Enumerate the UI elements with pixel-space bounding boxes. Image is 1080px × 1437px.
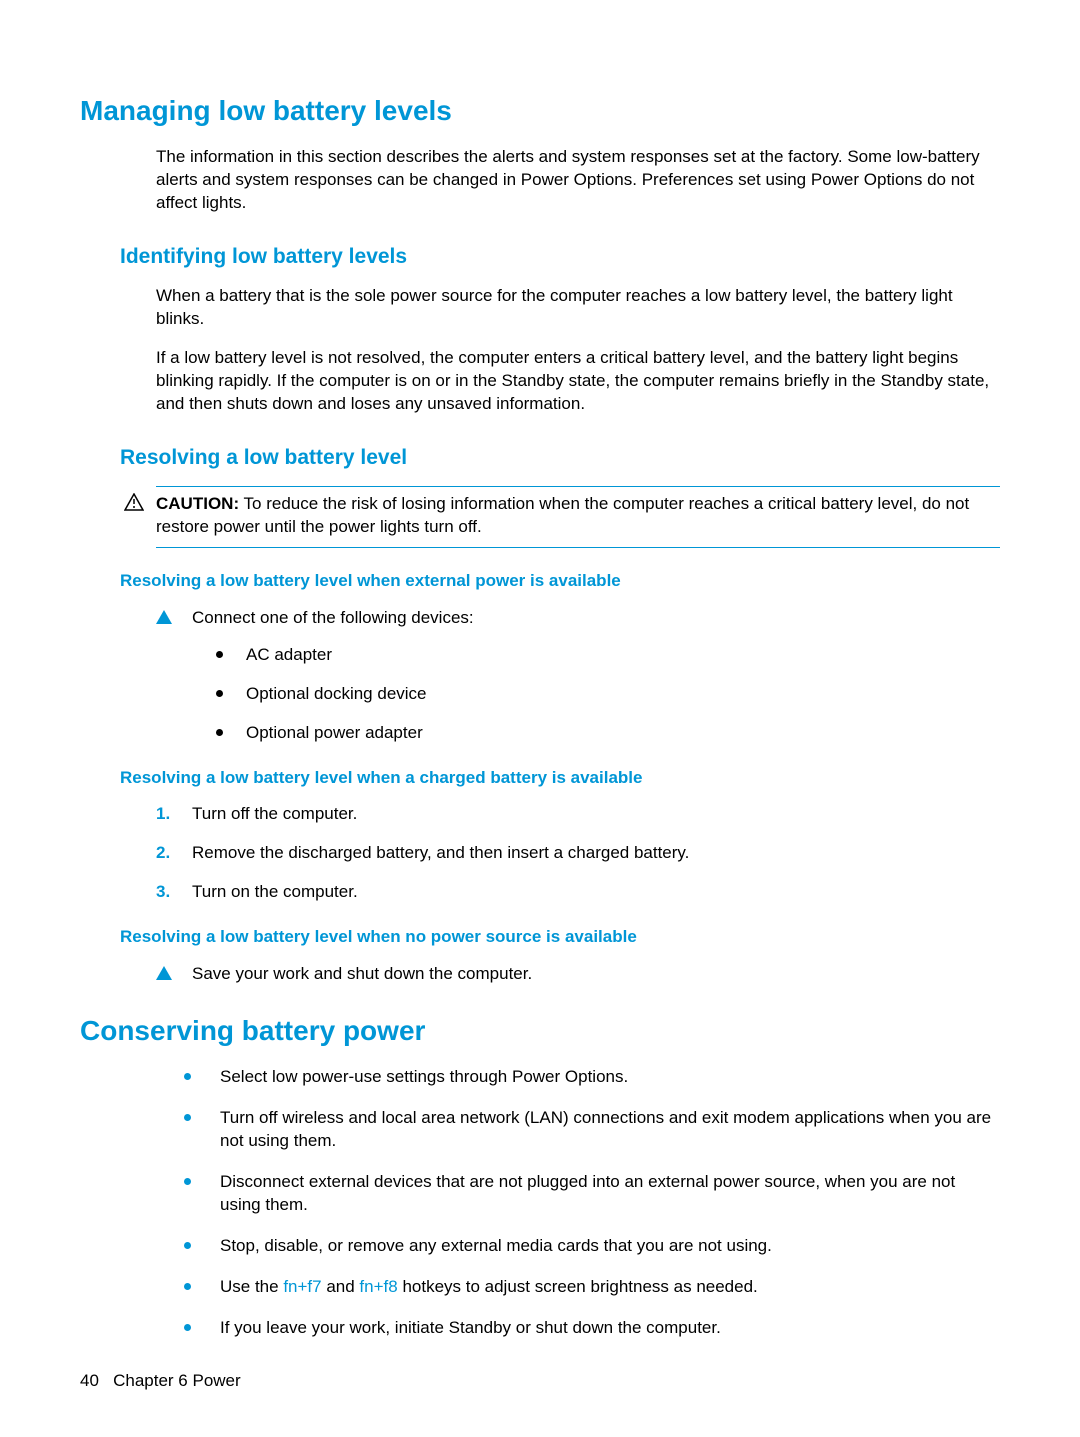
step-number: 2.: [156, 842, 170, 865]
list-item: Turn off wireless and local area network…: [184, 1107, 1000, 1153]
chapter-label: Chapter 6 Power: [113, 1371, 241, 1390]
text-fragment: and: [322, 1277, 360, 1296]
list-item: Disconnect external devices that are not…: [184, 1171, 1000, 1217]
paragraph-identifying-2: If a low battery level is not resolved, …: [156, 347, 1000, 416]
save-and-shutdown: Save your work and shut down the compute…: [156, 963, 1000, 986]
no-power-list: Save your work and shut down the compute…: [156, 963, 1000, 986]
list-item: Stop, disable, or remove any external me…: [184, 1235, 1000, 1258]
heading-resolving-charged: Resolving a low battery level when a cha…: [120, 767, 1000, 790]
step-text: Remove the discharged battery, and then …: [192, 843, 689, 862]
text-fragment: hotkeys to adjust screen brightness as n…: [398, 1277, 758, 1296]
device-options-list: AC adapter Optional docking device Optio…: [216, 644, 1000, 745]
paragraph-managing-intro: The information in this section describe…: [156, 146, 1000, 215]
list-item: AC adapter: [216, 644, 1000, 667]
caution-triangle-icon: [124, 493, 144, 511]
hotkey-fn-f8: fn+f8: [359, 1277, 397, 1296]
document-page: Managing low battery levels The informat…: [0, 0, 1080, 1397]
heading-resolving-nopower: Resolving a low battery level when no po…: [120, 926, 1000, 949]
heading-conserving: Conserving battery power: [80, 1012, 1000, 1050]
list-item: If you leave your work, initiate Standby…: [184, 1317, 1000, 1340]
step-number: 1.: [156, 803, 170, 826]
step-text: Turn off the computer.: [192, 804, 357, 823]
text-fragment: Use the: [220, 1277, 283, 1296]
step-number: 3.: [156, 881, 170, 904]
step-2: 2. Remove the discharged battery, and th…: [156, 842, 1000, 865]
heading-managing-low-battery: Managing low battery levels: [80, 92, 1000, 130]
connect-devices-intro: Connect one of the following devices:: [156, 607, 1000, 630]
step-1: 1. Turn off the computer.: [156, 803, 1000, 826]
heading-resolving-external: Resolving a low battery level when exter…: [120, 570, 1000, 593]
step-text: Turn on the computer.: [192, 882, 358, 901]
external-power-list: Connect one of the following devices:: [156, 607, 1000, 630]
caution-text: To reduce the risk of losing information…: [156, 494, 969, 536]
page-number: 40: [80, 1371, 99, 1390]
charged-battery-steps: 1. Turn off the computer. 2. Remove the …: [156, 803, 1000, 904]
heading-resolving: Resolving a low battery level: [120, 444, 1000, 472]
hotkey-fn-f7: fn+f7: [283, 1277, 321, 1296]
list-item: Select low power-use settings through Po…: [184, 1066, 1000, 1089]
list-item: Optional docking device: [216, 683, 1000, 706]
list-item-hotkeys: Use the fn+f7 and fn+f8 hotkeys to adjus…: [184, 1276, 1000, 1299]
conserve-tips-list: Select low power-use settings through Po…: [184, 1066, 1000, 1340]
page-footer: 40 Chapter 6 Power: [80, 1370, 241, 1393]
caution-note: CAUTION: To reduce the risk of losing in…: [156, 486, 1000, 548]
heading-identifying: Identifying low battery levels: [120, 243, 1000, 271]
paragraph-identifying-1: When a battery that is the sole power so…: [156, 285, 1000, 331]
step-3: 3. Turn on the computer.: [156, 881, 1000, 904]
list-item: Optional power adapter: [216, 722, 1000, 745]
caution-label: CAUTION:: [156, 494, 239, 513]
